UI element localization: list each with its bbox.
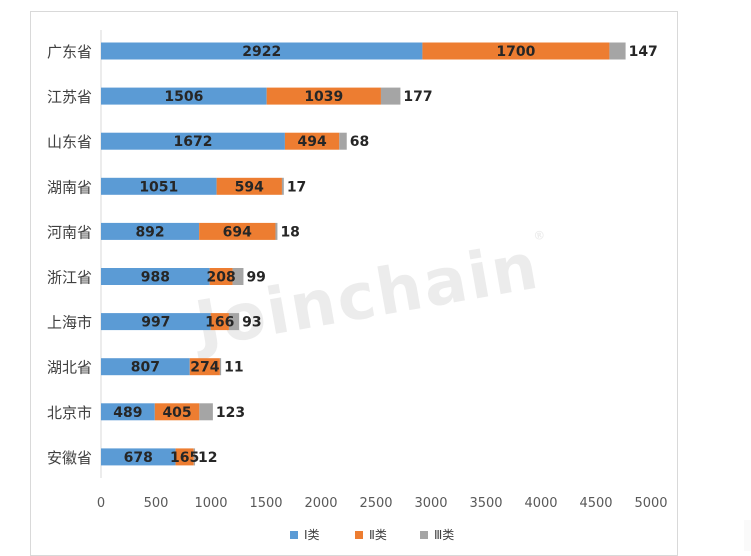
data-label: 17	[287, 179, 306, 195]
data-label: 12	[198, 450, 217, 466]
data-label: 405	[162, 405, 191, 421]
bar-segment	[101, 42, 423, 60]
labels-layer: 广东省 2922 1700 147 江苏省 1506 1039 177 山东省 1672 494 68…	[47, 43, 658, 467]
data-label: 166	[205, 315, 234, 331]
legend-label: Ⅱ类	[369, 528, 387, 542]
category-label: 浙江省	[47, 269, 92, 287]
x-tick-label: 1000	[194, 496, 227, 511]
data-label: 1672	[173, 134, 212, 150]
category-label: 安徽省	[47, 449, 92, 467]
bar-segment	[101, 222, 200, 240]
data-label: 1506	[164, 89, 203, 105]
bar-segment	[101, 403, 155, 421]
bar-segment	[199, 403, 213, 421]
category-label: 山东省	[47, 133, 92, 151]
category-label: 江苏省	[47, 88, 92, 106]
legend-swatch	[290, 531, 298, 539]
bar-segment	[154, 403, 200, 421]
bar-segment	[275, 222, 278, 240]
data-label: 594	[235, 179, 264, 195]
data-label: 997	[141, 315, 170, 331]
legend-swatch	[420, 531, 428, 539]
data-label: 494	[297, 134, 326, 150]
bar-segment	[232, 268, 244, 285]
category-label: 河南省	[47, 223, 92, 241]
x-tick-label: 4000	[524, 496, 557, 511]
bar-segment	[101, 177, 217, 195]
bar-segment	[101, 132, 285, 150]
bar-segment	[101, 87, 267, 105]
bar-segment	[101, 268, 210, 285]
bar-segment	[216, 177, 282, 195]
bar-segment	[284, 132, 340, 150]
bar-segment	[199, 222, 276, 240]
data-label: 68	[350, 134, 369, 150]
bar-segment	[193, 448, 196, 466]
data-label: 1051	[139, 179, 178, 195]
bar-segment	[422, 42, 610, 60]
data-label: 807	[131, 360, 160, 376]
legend-swatch	[355, 531, 363, 539]
bar-segment	[609, 42, 626, 60]
window-edge	[744, 520, 751, 551]
legend-label: Ⅲ类	[434, 528, 454, 542]
data-label: 1700	[496, 44, 535, 60]
bar-segment	[101, 448, 176, 466]
x-tick-label: 2500	[359, 496, 392, 511]
data-label: 123	[216, 405, 245, 421]
x-tick-label: 5000	[634, 496, 667, 511]
data-label: 694	[223, 224, 252, 240]
data-label: 99	[246, 270, 265, 286]
legend-label: Ⅰ类	[304, 528, 320, 542]
data-label: 892	[135, 224, 164, 240]
bar-segment	[266, 87, 381, 105]
data-label: 93	[242, 315, 261, 331]
category-label: 广东省	[47, 43, 92, 61]
x-tick-label: 2000	[304, 496, 337, 511]
category-label: 北京市	[47, 404, 92, 422]
data-label: 177	[403, 89, 432, 105]
bar-segment	[219, 358, 222, 376]
data-label: 18	[280, 224, 299, 240]
data-label: 678	[124, 450, 153, 466]
data-label: 489	[113, 405, 142, 421]
data-label: 147	[629, 44, 658, 60]
bar-segment	[101, 313, 211, 331]
category-label: 上海市	[47, 314, 92, 332]
data-label: 165	[170, 450, 199, 466]
data-label: 274	[190, 360, 219, 376]
bar-segment	[101, 358, 190, 376]
bar-segment	[210, 313, 229, 331]
category-label: 湖南省	[47, 178, 92, 196]
x-tick-label: 3000	[414, 496, 447, 511]
x-tick-label: 500	[144, 496, 169, 511]
x-tick-label: 3500	[469, 496, 502, 511]
data-label: 1039	[304, 89, 343, 105]
data-label: 208	[207, 270, 236, 286]
x-tick-label: 4500	[579, 496, 612, 511]
data-label: 988	[141, 270, 170, 286]
data-label: 2922	[242, 44, 281, 60]
bar-segment	[209, 268, 233, 285]
bar-segment	[380, 87, 401, 105]
bar-segment	[175, 448, 194, 466]
bar-segment	[281, 177, 284, 195]
x-tick-label: 1500	[249, 496, 282, 511]
category-label: 湖北省	[47, 359, 92, 377]
data-label: 11	[224, 360, 243, 376]
bar-segment	[228, 313, 240, 331]
legend: Ⅰ类 Ⅱ类 Ⅲ类	[290, 528, 454, 542]
bar-segment	[189, 358, 220, 376]
bars-layer	[101, 42, 626, 466]
x-tick-label: 0	[97, 496, 105, 511]
bar-segment	[339, 132, 347, 150]
